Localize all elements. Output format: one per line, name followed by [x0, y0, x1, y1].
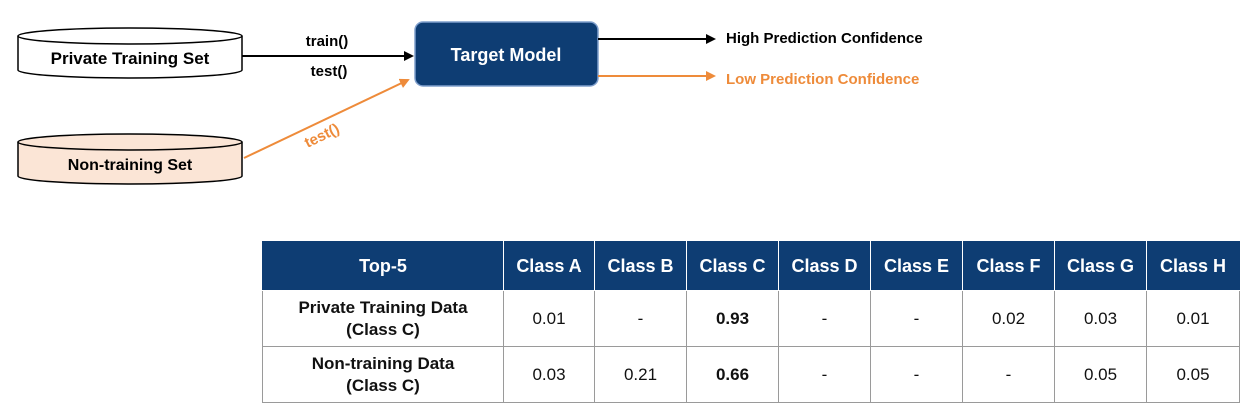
- column-header: Class C: [686, 241, 779, 291]
- table-cell-highlight: 0.93: [686, 290, 779, 347]
- pipeline-diagram: Private Training Set Non-training Set tr…: [17, 21, 923, 185]
- table-cell: 0.21: [594, 346, 687, 403]
- table-cell: 0.02: [962, 290, 1055, 347]
- private-training-set-label: Private Training Set: [51, 49, 210, 68]
- row-label-private-training: Private Training Data (Class C): [262, 290, 504, 347]
- non-training-set-cylinder: Non-training Set: [17, 133, 243, 185]
- private-training-set-cylinder: Private Training Set: [17, 27, 243, 79]
- table-cell: -: [870, 290, 963, 347]
- column-header: Class F: [962, 241, 1055, 291]
- low-confidence-label: Low Prediction Confidence: [726, 71, 919, 88]
- table-cell: 0.05: [1054, 346, 1147, 403]
- column-header: Class D: [778, 241, 871, 291]
- table-cell: 0.03: [503, 346, 595, 403]
- column-header: Class E: [870, 241, 963, 291]
- table-cell-highlight: 0.66: [686, 346, 779, 403]
- row-label-non-training: Non-training Data (Class C): [262, 346, 504, 403]
- column-header: Class H: [1146, 241, 1240, 291]
- target-model-box: Target Model: [414, 21, 599, 87]
- target-model-label: Target Model: [451, 45, 562, 65]
- table-header-row: Top-5 Class A Class B Class C Class D Cl…: [262, 241, 1240, 291]
- table-cell: -: [594, 290, 687, 347]
- table-cell: 0.01: [1146, 290, 1240, 347]
- row-label-line: Non-training Data: [311, 353, 455, 373]
- column-header: Class B: [594, 241, 687, 291]
- row-label-line: (Class C): [346, 319, 420, 339]
- train-call-label: train(): [306, 33, 349, 50]
- row-label-line: (Class C): [346, 375, 420, 395]
- non-training-to-model-arrow: [243, 78, 410, 159]
- test-call-private-label: test(): [311, 63, 348, 80]
- top5-confidence-table: Top-5 Class A Class B Class C Class D Cl…: [262, 241, 1240, 403]
- column-header: Class A: [503, 241, 595, 291]
- test-call-non-training-label: test(): [302, 120, 342, 151]
- table-row-non-training: Non-training Data (Class C) 0.03 0.21 0.…: [262, 346, 1240, 403]
- table-cell: 0.01: [503, 290, 595, 347]
- table-cell: -: [962, 346, 1055, 403]
- non-training-set-label: Non-training Set: [68, 157, 193, 174]
- table-cell: 0.03: [1054, 290, 1147, 347]
- high-confidence-label: High Prediction Confidence: [726, 30, 923, 47]
- row-label-line: Private Training Data: [298, 297, 468, 317]
- column-header: Class G: [1054, 241, 1147, 291]
- table-cell: 0.05: [1146, 346, 1240, 403]
- table-corner-header: Top-5: [262, 241, 504, 291]
- table-row-private-training: Private Training Data (Class C) 0.01 - 0…: [262, 290, 1240, 347]
- table-cell: -: [870, 346, 963, 403]
- table-cell: -: [778, 290, 871, 347]
- table-cell: -: [778, 346, 871, 403]
